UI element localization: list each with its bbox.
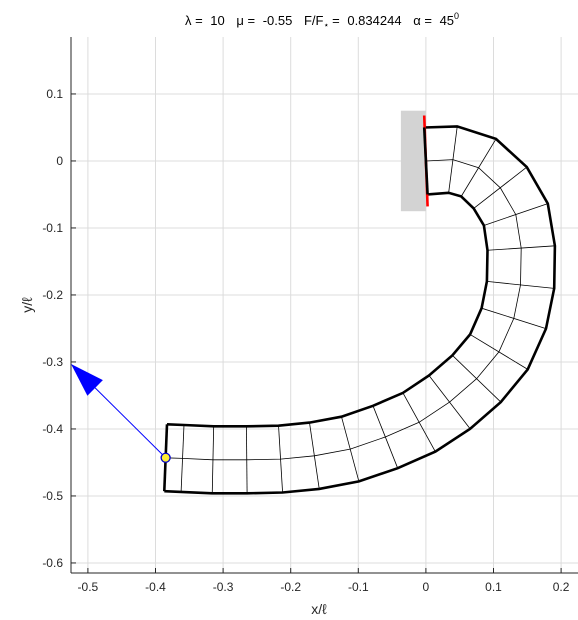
grid [71, 37, 578, 573]
title-force-value: 0.834244 [347, 13, 401, 28]
rod-inner-edge [166, 191, 489, 428]
rod-cross-section [211, 426, 215, 494]
rod-cross-section [372, 405, 399, 469]
rod-cross-section [246, 426, 248, 494]
load-point-marker [160, 452, 171, 463]
rod-cross-section [428, 375, 471, 430]
chart-title: λ = 10 μ = -0.55 F/F⋆ = 0.834244 α = 450 [185, 11, 459, 30]
force-arrow-shaft [94, 387, 166, 459]
rod-cross-section [487, 245, 555, 251]
y-tick-label: 0 [56, 154, 63, 168]
x-axis-ticks: -0.5 -0.4 -0.3 -0.2 -0.1 0 0.1 0.2 [78, 568, 570, 594]
rod-cross-section [483, 203, 548, 226]
title-force-label: F/F [304, 13, 324, 28]
x-tick-label: -0.5 [78, 580, 99, 594]
title-alpha-value: 45 [440, 13, 454, 28]
y-tick-label: -0.5 [42, 489, 63, 503]
title-force-equals: = [332, 13, 340, 28]
rod-cross-section [473, 166, 528, 209]
y-tick-label: -0.6 [42, 556, 63, 570]
rod-cross-section [469, 334, 528, 370]
x-tick-label: -0.2 [280, 580, 301, 594]
rod-outline [162, 115, 557, 495]
rod-cross-section [452, 355, 502, 403]
title-force-subscript: ⋆ [323, 20, 329, 30]
x-tick-label: -0.4 [145, 580, 166, 594]
title-mu-value: -0.55 [263, 13, 293, 28]
rod-mesh [165, 126, 555, 494]
rod-cross-section [486, 281, 555, 289]
rod-cross-section [278, 425, 283, 493]
rod-cross-section [460, 138, 497, 197]
clamp-layer [400, 110, 426, 212]
y-tick-label: -0.2 [42, 288, 63, 302]
y-tick-label: -0.4 [42, 422, 63, 436]
y-tick-label: -0.3 [42, 355, 63, 369]
title-lambda-value: 10 [210, 13, 224, 28]
rod-cross-section [481, 307, 547, 329]
x-tick-label: 0 [423, 580, 430, 594]
title-alpha-label: α = [413, 13, 432, 28]
x-axis-label: x/ℓ [311, 601, 327, 617]
y-axis-label: y/ℓ [19, 297, 35, 313]
force-arrow-head [71, 363, 103, 396]
force-arrow-layer [71, 363, 171, 463]
y-tick-label: -0.1 [42, 221, 63, 235]
rod-cross-section [402, 392, 436, 452]
rod-cross-section [180, 424, 185, 492]
x-tick-label: 0.2 [553, 580, 570, 594]
y-axis-ticks: 0.1 0 -0.1 -0.2 -0.3 -0.4 -0.5 -0.6 [42, 87, 76, 570]
rod-cross-section [341, 416, 360, 482]
rod-clamped-end [422, 127, 429, 195]
y-tick-label: 0.1 [46, 87, 63, 101]
rod-outer-edge [164, 125, 557, 495]
title-mu-label: μ = [236, 13, 255, 28]
title-lambda-label: λ = [185, 13, 203, 28]
title-alpha-superscript: 0 [454, 11, 459, 21]
rod-cross-section [309, 422, 320, 489]
x-tick-label: 0.1 [485, 580, 502, 594]
x-tick-label: -0.3 [213, 580, 234, 594]
clamp-block [400, 110, 426, 212]
axes [70, 37, 578, 574]
rod-centerline [165, 159, 522, 461]
rod-cross-section [448, 126, 458, 193]
x-tick-label: -0.1 [348, 580, 369, 594]
